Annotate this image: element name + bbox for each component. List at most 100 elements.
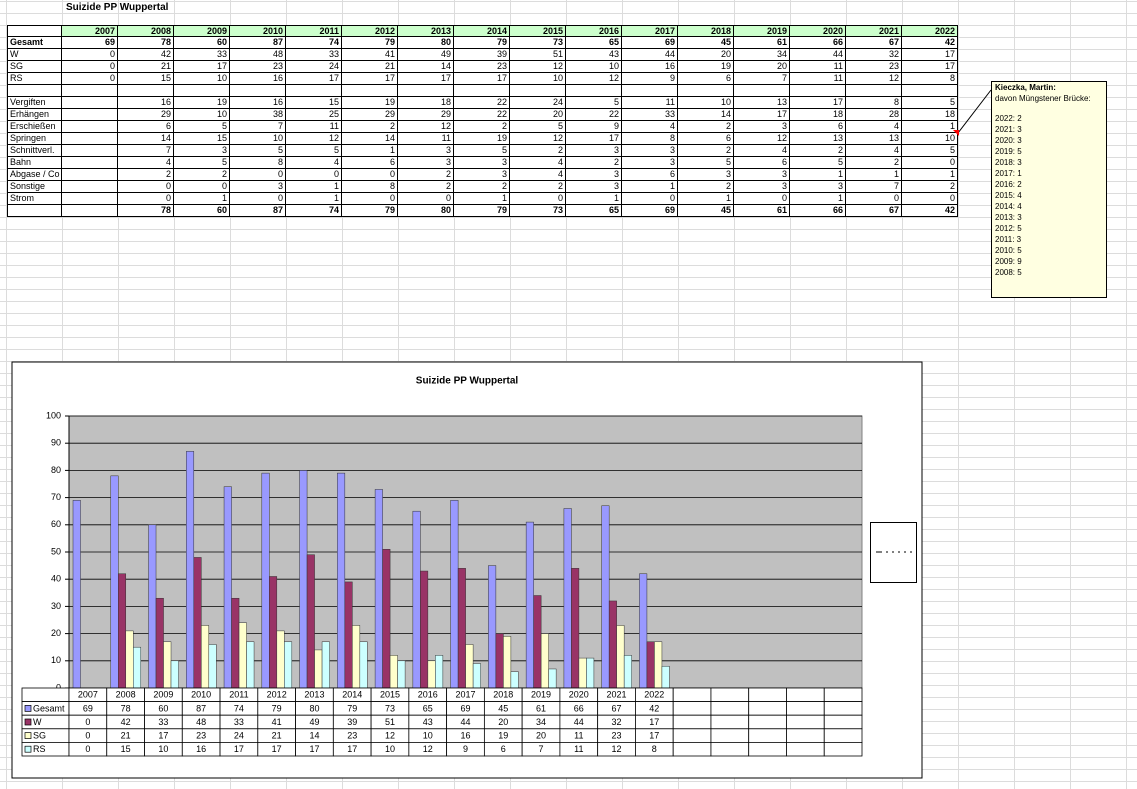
value-cell: 25 <box>286 109 342 121</box>
value-cell: 7 <box>118 145 174 157</box>
data-table-value: 10 <box>385 744 395 754</box>
value-cell: 17 <box>902 49 958 61</box>
year-header: 2015 <box>510 25 566 37</box>
legend-label: W <box>33 717 42 727</box>
data-table-value: 24 <box>234 730 244 740</box>
value-cell: 0 <box>174 181 230 193</box>
value-cell: 6 <box>734 157 790 169</box>
value-cell: 2 <box>510 145 566 157</box>
value-cell <box>62 97 118 109</box>
value-cell: 0 <box>902 157 958 169</box>
value-cell <box>622 85 678 97</box>
bar <box>321 641 330 689</box>
value-cell: 32 <box>846 49 902 61</box>
data-table-value: 67 <box>612 703 622 713</box>
value-cell <box>342 85 398 97</box>
value-cell: 10 <box>678 97 734 109</box>
value-cell: 20 <box>734 61 790 73</box>
value-cell: 2 <box>678 181 734 193</box>
value-cell: 79 <box>454 37 510 49</box>
value-cell: 78 <box>118 37 174 49</box>
bar <box>623 655 632 689</box>
data-table-cell <box>748 714 787 730</box>
x-tick-label: 2020 <box>569 690 589 700</box>
value-cell: 8 <box>846 97 902 109</box>
value-cell: 69 <box>622 205 678 217</box>
bar <box>488 565 497 689</box>
value-cell: 6 <box>342 157 398 169</box>
value-cell: 41 <box>342 49 398 61</box>
value-cell: 43 <box>566 49 622 61</box>
value-cell: 3 <box>174 145 230 157</box>
data-table-value: 32 <box>612 717 622 727</box>
x-tick-label: 2022 <box>644 690 664 700</box>
year-header: 2011 <box>286 25 342 37</box>
bar <box>510 671 519 689</box>
value-cell: 12 <box>846 73 902 85</box>
year-header: 2019 <box>734 25 790 37</box>
data-table-value: 65 <box>423 703 433 713</box>
value-cell <box>62 145 118 157</box>
bar <box>503 636 512 689</box>
bar <box>540 633 549 689</box>
value-cell: 10 <box>510 73 566 85</box>
value-cell: 10 <box>566 61 622 73</box>
value-cell: 12 <box>398 121 454 133</box>
value-cell: 2 <box>118 169 174 181</box>
value-cell <box>790 85 846 97</box>
bar <box>193 557 202 689</box>
value-cell: 66 <box>790 205 846 217</box>
bar <box>238 622 247 689</box>
comment-arrow <box>957 89 992 134</box>
value-cell <box>566 85 622 97</box>
data-table-value: 0 <box>85 744 90 754</box>
bar <box>186 451 195 689</box>
value-cell: 45 <box>678 205 734 217</box>
data-table-cell <box>786 728 825 743</box>
value-cell: 5 <box>902 145 958 157</box>
data-table-value: 14 <box>309 730 319 740</box>
value-cell: 17 <box>398 73 454 85</box>
value-cell: 23 <box>454 61 510 73</box>
year-header: 2018 <box>678 25 734 37</box>
value-cell: 11 <box>790 61 846 73</box>
value-cell: 24 <box>286 61 342 73</box>
data-table-value: 49 <box>309 717 319 727</box>
bar <box>118 573 127 689</box>
year-header: 2013 <box>398 25 454 37</box>
comment-line: 2018: 3 <box>995 158 1022 167</box>
bar <box>246 641 255 689</box>
value-cell: 51 <box>510 49 566 61</box>
value-cell: 17 <box>454 73 510 85</box>
value-cell: 3 <box>622 157 678 169</box>
value-cell: 6 <box>678 133 734 145</box>
value-cell: 5 <box>510 121 566 133</box>
comment-line: 2015: 4 <box>995 191 1022 200</box>
value-cell: 0 <box>342 193 398 205</box>
value-cell: 7 <box>846 181 902 193</box>
bar <box>608 600 617 689</box>
value-cell: 8 <box>342 181 398 193</box>
value-cell: 5 <box>286 145 342 157</box>
x-tick-label: 2021 <box>607 690 627 700</box>
data-table-value: 17 <box>234 744 244 754</box>
value-cell: 9 <box>622 73 678 85</box>
y-tick-label: 70 <box>51 492 61 502</box>
value-cell: 9 <box>566 121 622 133</box>
row-label: Schnittverl. <box>7 145 62 157</box>
bar <box>427 660 436 689</box>
row-label: Springen <box>7 133 62 145</box>
value-cell: 74 <box>286 205 342 217</box>
value-cell <box>62 109 118 121</box>
value-cell: 87 <box>230 37 286 49</box>
value-cell: 5 <box>174 121 230 133</box>
value-cell <box>678 85 734 97</box>
value-cell: 3 <box>678 169 734 181</box>
data-table-cell <box>823 742 863 757</box>
value-cell: 65 <box>566 37 622 49</box>
legend-label: Gesamt <box>33 703 65 713</box>
value-cell: 8 <box>622 133 678 145</box>
bar <box>344 581 353 689</box>
row-label: Erhängen <box>7 109 62 121</box>
value-cell: 14 <box>398 61 454 73</box>
